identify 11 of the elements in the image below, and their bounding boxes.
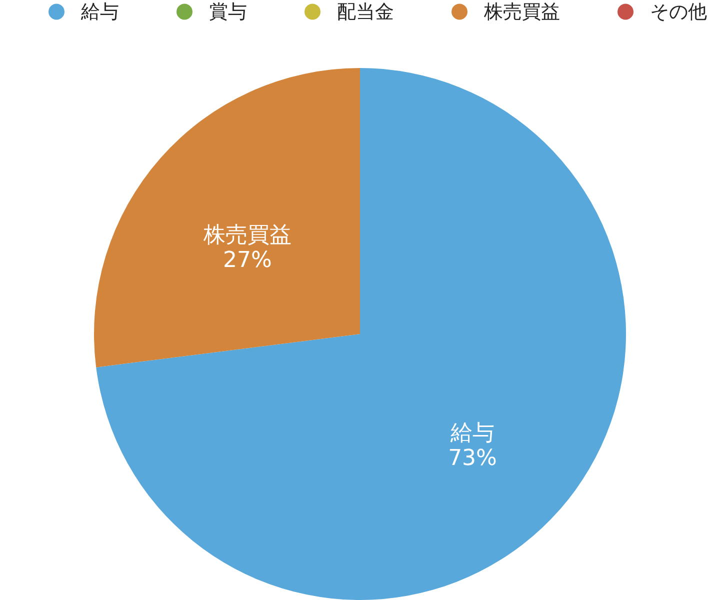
legend-label: 株売買益: [483, 0, 560, 23]
legend-label: その他: [650, 0, 707, 23]
data-label: 27%: [223, 248, 272, 273]
pie-slice: [96, 68, 626, 600]
legend-label: 配当金: [337, 0, 394, 23]
legend-label: 給与: [80, 0, 119, 23]
pie-slice: [94, 68, 360, 368]
slice-label: 給与: [450, 421, 495, 446]
data-label: 73%: [448, 446, 497, 472]
slice-label: 株売買益: [202, 222, 292, 248]
legend-label: 賞与: [209, 0, 247, 23]
